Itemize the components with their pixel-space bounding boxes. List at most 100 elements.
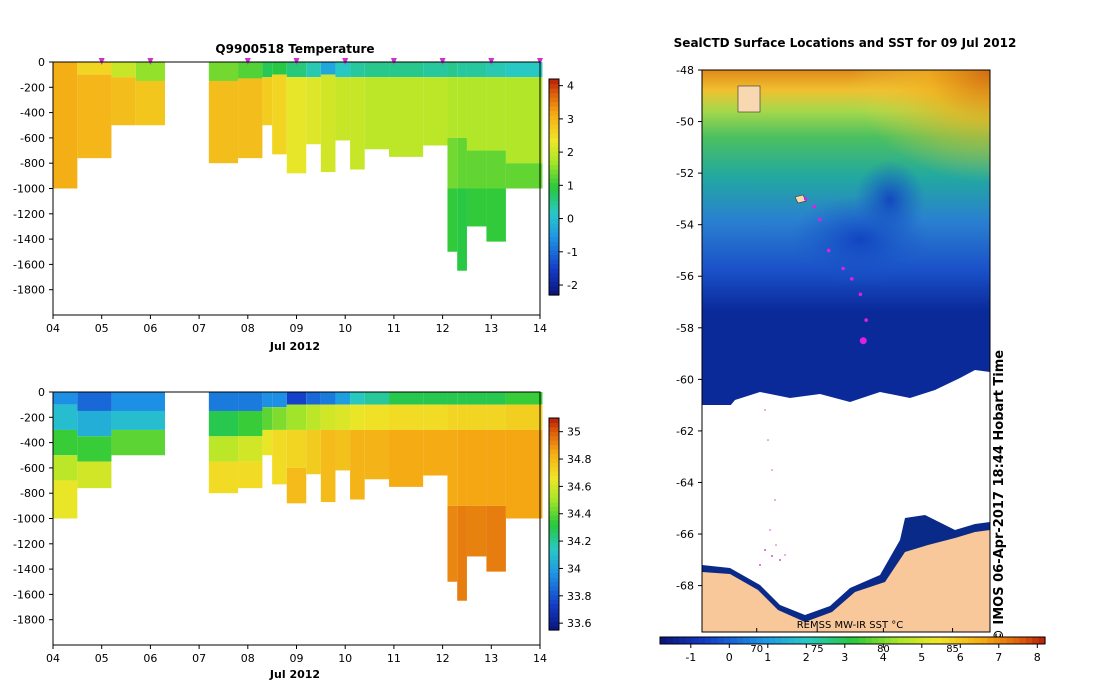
map-colorbar-segment — [1019, 637, 1027, 644]
map-colorbar-segment — [807, 637, 815, 644]
colorbar-segment — [549, 607, 559, 613]
colorbar-segment — [549, 559, 559, 565]
map-colorbar-tick-label: 5 — [918, 651, 925, 664]
profile-cell — [262, 407, 273, 430]
map-colorbar-segment — [929, 637, 937, 644]
temperature-panel: Q9900518 Temperature 0 -200 -400 -600 -800 -1… — [13, 42, 578, 353]
y-tick-label: -400 — [20, 107, 45, 120]
profile-cell — [272, 392, 287, 408]
map-colorbar-tick-label: -1 — [685, 651, 696, 664]
profile-cell — [320, 429, 336, 503]
map-colorbar-tick-label: 8 — [1034, 651, 1041, 664]
profile-cell — [466, 77, 487, 151]
profile-cell — [306, 62, 321, 78]
x-tick-label: 12 — [436, 652, 450, 665]
colorbar-segment — [549, 106, 559, 112]
colorbar-tick-label: 33.8 — [567, 590, 592, 603]
salinity-panel: 0 -200 -400 -600 -800 -1000 -1200 -1400 -1600 -18… — [13, 386, 591, 681]
kerguelen-island — [737, 85, 761, 113]
map-colorbar-segment — [961, 637, 969, 644]
colorbar-segment — [549, 625, 559, 631]
colorbar-segment — [549, 290, 559, 296]
profile-cell — [447, 429, 458, 506]
profile-cell — [389, 62, 424, 78]
profile-cell — [238, 461, 263, 489]
colorbar-tick-label: 1 — [567, 179, 574, 192]
colorbar-segment — [549, 245, 559, 251]
map-y-tick-label: -66 — [676, 528, 694, 541]
map-colorbar-segment — [865, 637, 873, 644]
profile-cell — [423, 62, 448, 78]
profile-cell — [457, 62, 467, 78]
colorbar-segment — [549, 115, 559, 121]
colorbar-tick-label: 34.4 — [567, 508, 592, 521]
y-tick-label: -1000 — [13, 183, 45, 196]
map-colorbar-segment — [788, 637, 796, 644]
map-colorbar-segment — [660, 637, 668, 644]
colorbar-segment — [549, 209, 559, 215]
colorbar-segment — [549, 110, 559, 116]
colorbar-segment — [549, 151, 559, 157]
map-colorbar-segment — [749, 637, 757, 644]
profile-cell — [486, 150, 506, 189]
seal-location-point — [858, 292, 863, 297]
profile-cell — [53, 404, 78, 430]
map-colorbar-segment — [980, 637, 988, 644]
profile-cell — [457, 429, 467, 506]
map-colorbar-tick-label: 2 — [803, 651, 810, 664]
colorbar-segment — [549, 506, 559, 512]
y-tick-label: -1800 — [13, 614, 45, 627]
colorbar-segment — [549, 124, 559, 130]
colorbar-segment — [549, 191, 559, 197]
map-colorbar-segment — [884, 637, 892, 644]
colorbar-tick-label: 34.2 — [567, 535, 592, 548]
map-colorbar-tick-label: 3 — [841, 651, 848, 664]
colorbar-segment — [549, 92, 559, 98]
y-tick-label: -1800 — [13, 284, 45, 297]
profile-cell — [423, 429, 448, 476]
colorbar-segment — [549, 612, 559, 618]
colorbar-tick-label: -1 — [567, 246, 578, 259]
colorbar-segment — [549, 286, 559, 292]
heard-island — [794, 194, 807, 204]
map-colorbar-segment — [794, 637, 802, 644]
map-frame — [701, 69, 991, 633]
profile-cell — [286, 467, 307, 504]
colorbar-segment — [549, 88, 559, 94]
map-colorbar-segment — [1025, 637, 1033, 644]
colorbar-segment — [549, 160, 559, 166]
profile-cell — [272, 62, 287, 75]
colorbar-segment — [549, 227, 559, 233]
map-colorbar-segment — [666, 637, 674, 644]
map-colorbar-segment — [826, 637, 834, 644]
colorbar-tick-label: 0 — [567, 213, 574, 226]
map-colorbar-segment — [955, 637, 963, 644]
map-y-tick-label: -56 — [676, 270, 694, 283]
profile-cell — [466, 62, 487, 78]
profile-cell — [306, 392, 321, 405]
profile-cell — [135, 62, 166, 81]
colorbar-segment — [549, 196, 559, 202]
map-y-tick-label: -54 — [676, 219, 694, 232]
map-colorbar-segment — [871, 637, 879, 644]
y-tick-label: -600 — [20, 132, 45, 145]
y-tick-label: -1400 — [13, 563, 45, 576]
profile-cell — [262, 77, 273, 126]
colorbar-segment — [549, 501, 559, 507]
profile-cell — [320, 392, 336, 405]
colorbar-segment — [549, 444, 559, 450]
y-tick-label: -1600 — [13, 588, 45, 601]
profile-cell — [272, 407, 287, 430]
colorbar-segment — [549, 594, 559, 600]
colorbar-segment — [549, 254, 559, 260]
colorbar-segment — [549, 563, 559, 569]
map-lon-tick-label: 85 — [946, 644, 959, 655]
profile-cell — [364, 404, 390, 430]
profile-cell — [238, 62, 263, 79]
seal-location-point — [812, 204, 817, 209]
profile-cell — [389, 77, 424, 157]
colorbar-tick-label: 33.6 — [567, 617, 592, 630]
colorbar-tick-label: -2 — [567, 279, 578, 292]
map-colorbar-segment — [833, 637, 841, 644]
profile-cell — [423, 77, 448, 146]
